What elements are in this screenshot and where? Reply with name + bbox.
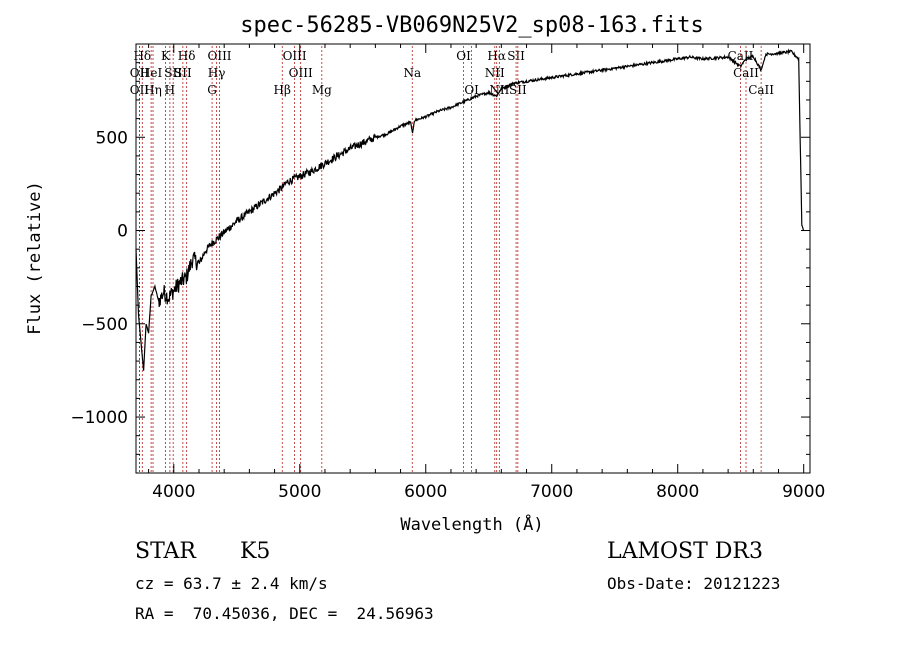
plot-frame: [135, 43, 811, 474]
emission-line-label: Hδ: [178, 49, 196, 63]
y-tick-label: 0: [117, 222, 128, 242]
y-axis-label: Flux (relative): [25, 181, 45, 335]
emission-line-label: SII: [509, 83, 527, 97]
emission-line-label: G: [207, 83, 217, 97]
emission-line-label: Hδ: [133, 49, 151, 63]
emission-line-label: SII: [507, 49, 525, 63]
x-tick-label: 4000: [152, 482, 195, 502]
x-tick-label: 5000: [278, 482, 321, 502]
redshift-readout: cz = 63.7 ± 2.4 km/s: [135, 574, 328, 593]
emission-line-label: OIII: [289, 66, 313, 80]
y-tick-label: −1000: [70, 408, 128, 428]
emission-line-label: Hη: [144, 83, 162, 97]
emission-line-label: K: [161, 49, 171, 63]
x-tick-label: 6000: [404, 482, 447, 502]
emission-line-label: Mg: [312, 83, 332, 97]
emission-line-label: Hα: [487, 49, 506, 63]
emission-line-label: SII: [174, 66, 192, 80]
emission-line-label: CaII: [748, 83, 774, 97]
emission-line-label: H: [165, 83, 175, 97]
emission-line-label: OI: [456, 49, 471, 63]
emission-line-label: SII: [164, 66, 182, 80]
emission-line-label: CaII: [733, 66, 759, 80]
x-tick-label: 9000: [782, 482, 825, 502]
emission-line-label: OII: [130, 83, 150, 97]
x-axis-label: Wavelength (Å): [400, 513, 543, 535]
emission-line-label: OI: [464, 83, 479, 97]
emission-line-label: OIII: [283, 49, 307, 63]
emission-line-label: OII: [130, 66, 150, 80]
axis-ticks: 4000 5000 6000 7000 8000 9000 −1000 −500 0 500: [70, 44, 825, 502]
coordinates-readout: RA = 70.45036, DEC = 24.56963: [135, 604, 434, 623]
emission-line-label: Hγ: [208, 66, 226, 80]
emission-line-label: Na: [403, 66, 421, 80]
emission-line-label: Hβ: [274, 83, 291, 97]
emission-line-label: OIII: [207, 49, 231, 63]
x-tick-label: 7000: [530, 482, 573, 502]
flux-series-line: [135, 48, 805, 371]
y-tick-label: 500: [96, 128, 128, 148]
object-subclass: K5: [240, 539, 271, 564]
object-class: STAR: [135, 539, 196, 564]
survey-name: LAMOST DR3: [607, 539, 763, 564]
y-tick-label: −500: [81, 315, 128, 335]
emission-line-label: HeI: [140, 66, 163, 80]
x-tick-label: 8000: [656, 482, 699, 502]
chart-title: spec-56285-VB069N25V2_sp08-163.fits: [240, 13, 704, 38]
observation-date: Obs-Date: 20121223: [607, 574, 781, 593]
emission-line-label: NII: [485, 66, 505, 80]
